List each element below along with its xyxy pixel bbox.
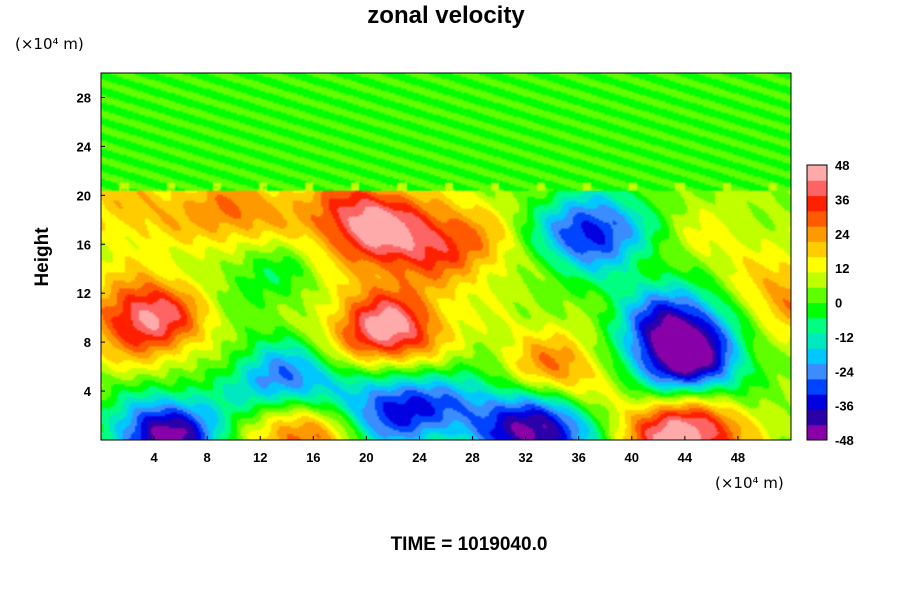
x-axis-ticks: 4 8 12 16 20 24 28 32 36 40 44 48: [150, 436, 745, 465]
colorbar-swatch: [807, 287, 827, 303]
colorbar-swatch: [807, 165, 827, 181]
colorbar: [806, 164, 828, 441]
x-tick-label: 4: [150, 450, 158, 465]
y-axis-ticks: 4 8 12 16 20 24 28: [77, 90, 105, 399]
y-tick-label: 24: [77, 139, 92, 154]
plot-area: [100, 72, 792, 441]
x-tick-label: 12: [253, 450, 267, 465]
colorbar-swatch: [807, 302, 827, 319]
y-tick-label: 20: [77, 188, 91, 203]
y-axis-label: Height: [32, 227, 53, 287]
colorbar-swatch: [807, 241, 827, 258]
y-axis-unit: (×10⁴ m): [15, 35, 84, 53]
colorbar-swatch: [807, 363, 827, 380]
colorbar-swatch: [807, 180, 827, 197]
colorbar-swatch: [807, 333, 827, 349]
colorbar-ticks: 48 36 24 12 0 -12 -24 -36 -48: [835, 158, 855, 448]
colorbar-swatch: [807, 210, 827, 227]
colorbar-frame: [806, 164, 828, 441]
y-tick-label: 8: [84, 335, 91, 350]
x-tick-label: 24: [412, 450, 427, 465]
y-tick-label: 4: [84, 384, 92, 399]
x-tick-label: 32: [518, 450, 532, 465]
colorbar-swatch: [807, 394, 827, 410]
colorbar-tick-label: 36: [835, 192, 849, 207]
x-tick-label: 40: [625, 450, 639, 465]
y-tick-label: 16: [77, 237, 91, 252]
x-tick-label: 8: [204, 450, 211, 465]
colorbar-swatch: [807, 317, 827, 334]
colorbar-swatch: [807, 378, 827, 395]
x-tick-label: 28: [465, 450, 479, 465]
colorbar-tick-label: -12: [835, 330, 854, 345]
colorbar-tick-label: -24: [835, 364, 855, 379]
heatmap-field: [101, 73, 791, 440]
x-tick-label: 16: [306, 450, 320, 465]
plot-frame: [100, 72, 792, 441]
chart-title: zonal velocity: [367, 2, 525, 29]
x-tick-label: 20: [359, 450, 373, 465]
x-tick-label: 36: [571, 450, 585, 465]
colorbar-tick-label: 12: [835, 261, 849, 276]
y-tick-label: 28: [77, 90, 91, 105]
colorbar-swatch: [807, 424, 827, 441]
time-label: TIME = 1019040.0: [391, 534, 548, 555]
colorbar-swatch: [807, 256, 827, 273]
colorbar-swatch: [807, 409, 827, 426]
colorbar-swatch: [807, 226, 827, 242]
colorbar-tick-label: 0: [835, 296, 842, 311]
x-axis-unit: (×10⁴ m): [715, 474, 784, 492]
colorbar-swatch: [807, 195, 827, 212]
x-tick-label: 44: [678, 450, 693, 465]
colorbar-tick-label: -48: [835, 433, 854, 448]
x-tick-label: 48: [731, 450, 745, 465]
colorbar-tick-label: -36: [835, 399, 854, 414]
colorbar-tick-label: 48: [835, 158, 849, 173]
colorbar-tick-label: 24: [835, 227, 850, 242]
colorbar-swatch: [807, 271, 827, 288]
y-tick-label: 12: [77, 286, 91, 301]
colorbar-swatch: [807, 348, 827, 365]
